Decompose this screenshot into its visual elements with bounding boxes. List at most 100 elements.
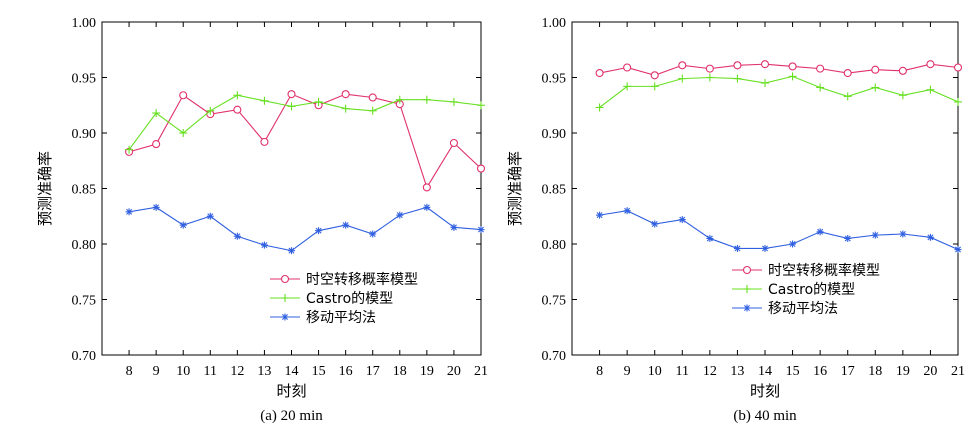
legend-marker-moving-average	[281, 313, 289, 321]
data-point-moving-average	[844, 234, 852, 242]
data-point-spatiotemporal	[449, 138, 458, 148]
data-point-moving-average	[179, 221, 187, 229]
data-point-castro	[368, 106, 377, 115]
x-tick-label: 13	[730, 364, 744, 379]
x-tick-label: 16	[813, 364, 827, 379]
data-point-spatiotemporal	[843, 69, 852, 78]
legend-marker-spatiotemporal	[280, 274, 290, 284]
x-tick-label: 11	[676, 364, 689, 379]
x-tick-label: 10	[648, 364, 662, 379]
legend-marker-moving-average	[743, 304, 751, 312]
x-tick-label: 19	[420, 364, 434, 379]
data-point-moving-average	[954, 246, 962, 254]
data-point-moving-average	[125, 208, 133, 216]
x-tick-label: 8	[126, 364, 133, 379]
legend-label-moving-average: 移动平均法	[768, 301, 838, 317]
data-point-spatiotemporal	[341, 90, 350, 99]
x-tick-label: 20	[447, 364, 461, 379]
data-point-castro	[816, 83, 825, 92]
legend-marker-castro	[281, 294, 289, 302]
data-point-castro	[678, 74, 687, 83]
x-tick-label: 17	[366, 364, 380, 379]
y-tick-label: 0.80	[542, 238, 567, 253]
data-point-castro	[314, 97, 323, 106]
y-tick-label: 1.00	[542, 16, 567, 31]
data-point-spatiotemporal	[287, 90, 296, 99]
data-point-castro	[125, 145, 134, 154]
x-tick-label: 13	[257, 364, 271, 379]
legend-label-castro: Castro的模型	[768, 282, 855, 298]
x-tick-label: 15	[312, 364, 326, 379]
x-tick-label: 11	[204, 364, 217, 379]
legend-marker-spatiotemporal	[742, 265, 752, 275]
data-point-castro	[733, 74, 742, 83]
data-point-castro	[152, 109, 161, 118]
data-point-moving-average	[288, 247, 295, 255]
data-point-castro	[705, 73, 714, 82]
x-tick-label: 19	[896, 364, 910, 379]
data-point-castro	[422, 95, 431, 104]
y-tick-label: 0.90	[542, 127, 567, 142]
x-tick-label: 18	[868, 364, 882, 379]
data-point-moving-average	[450, 223, 458, 231]
data-point-moving-average	[477, 226, 485, 234]
legend-label-spatiotemporal: 时空转移概率模型	[768, 262, 880, 279]
x-tick-label: 10	[176, 364, 190, 379]
x-tick-label: 17	[841, 364, 855, 379]
x-tick-label: 14	[758, 364, 772, 379]
y-axis-label: 预测准确率	[36, 151, 54, 226]
x-tick-label: 8	[596, 364, 603, 379]
data-point-spatiotemporal	[926, 60, 935, 69]
data-point-moving-average	[623, 207, 631, 215]
data-point-spatiotemporal	[678, 61, 687, 70]
data-point-spatiotemporal	[953, 63, 963, 72]
series-line-spatiotemporal	[599, 63, 959, 76]
x-tick-label: 12	[703, 364, 717, 379]
data-point-moving-average	[342, 221, 350, 229]
legend-label-castro: Castro的模型	[306, 291, 393, 307]
y-tick-label: 0.75	[72, 294, 97, 309]
data-point-moving-average	[871, 231, 879, 239]
panel-caption: (a) 20 min	[260, 408, 323, 424]
y-tick-label: 0.85	[72, 183, 97, 198]
data-point-moving-average	[206, 212, 214, 220]
data-point-moving-average	[706, 234, 714, 242]
data-point-castro	[287, 102, 296, 111]
x-tick-label: 15	[786, 364, 800, 379]
data-point-moving-average	[260, 241, 268, 249]
data-point-castro	[595, 103, 604, 112]
data-point-moving-average	[369, 230, 377, 238]
series-line-moving-average	[128, 206, 482, 252]
chart-panel-b: 0.70 0.75 0.80 0.85 0.90 0.95 1.00 8 9 10 11 12 13 14…	[506, 16, 965, 424]
data-point-castro	[233, 91, 242, 100]
y-tick-label: 0.70	[542, 349, 567, 364]
series-line-spatiotemporal	[128, 93, 482, 189]
data-point-spatiotemporal	[233, 105, 242, 114]
data-point-castro	[954, 97, 962, 106]
data-point-spatiotemporal	[476, 164, 486, 173]
y-tick-label: 0.85	[542, 183, 567, 198]
series-line-moving-average	[599, 210, 959, 251]
data-point-moving-average	[152, 203, 160, 211]
y-tick-label: 0.95	[72, 72, 97, 87]
x-tick-label: 18	[393, 364, 407, 379]
x-tick-label: 20	[923, 364, 937, 379]
data-point-castro	[206, 106, 215, 115]
data-point-spatiotemporal	[898, 66, 907, 75]
data-point-castro	[788, 72, 797, 81]
data-point-moving-average	[926, 233, 934, 241]
data-point-spatiotemporal	[260, 137, 269, 146]
legend-label-moving-average: 移动平均法	[306, 310, 376, 326]
y-tick-label: 0.70	[72, 349, 97, 364]
data-point-moving-average	[789, 240, 797, 248]
data-point-spatiotemporal	[816, 64, 825, 73]
data-point-moving-average	[315, 227, 323, 235]
data-point-castro	[898, 91, 907, 100]
x-axis-label: 时刻	[750, 382, 780, 400]
data-point-castro	[477, 101, 485, 110]
data-point-castro	[395, 95, 404, 104]
data-point-castro	[650, 82, 659, 91]
